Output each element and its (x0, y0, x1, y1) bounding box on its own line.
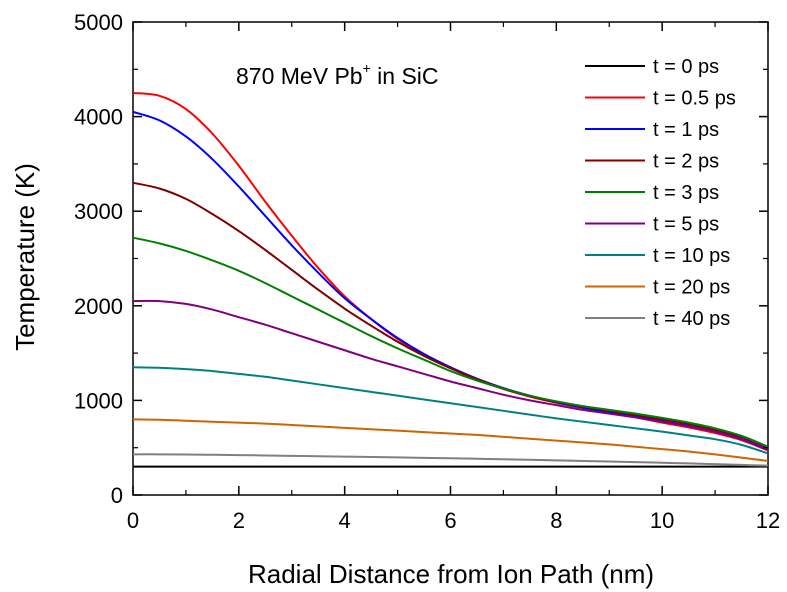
series-line-7 (132, 418, 769, 462)
series-layer (132, 91, 769, 468)
x-tick-label: 0 (127, 508, 139, 533)
annotation-superscript: + (363, 60, 371, 76)
legend-label-5: t = 5 ps (653, 214, 719, 236)
x-tick-label: 12 (756, 508, 780, 533)
y-tick-label: 2000 (74, 294, 123, 319)
y-tick-label: 0 (111, 483, 123, 508)
x-axis-label: Radial Distance from Ion Path (nm) (248, 559, 654, 589)
legend-label-6: t = 10 ps (653, 245, 730, 267)
legend-label-0: t = 0 ps (653, 56, 719, 78)
x-tick-label: 6 (444, 508, 456, 533)
series-line-5 (132, 299, 769, 451)
y-axis-label: Temperature (K) (10, 163, 40, 351)
legend: t = 0 ps t = 0.5 ps t = 1 ps t = 2 ps t = 3 … (585, 56, 736, 330)
annotation-suffix: in SiC (371, 63, 439, 89)
legend-label-7: t = 20 ps (653, 277, 730, 299)
x-tick-label: 4 (339, 508, 351, 533)
y-tick-label: 5000 (74, 10, 123, 35)
y-tick-label: 3000 (74, 199, 123, 224)
x-tick-label: 8 (550, 508, 562, 533)
series-line-6 (132, 366, 769, 455)
legend-label-3: t = 2 ps (653, 151, 719, 173)
legend-label-8: t = 40 ps (653, 308, 730, 330)
legend-label-2: t = 1 ps (653, 119, 719, 141)
y-tick-label: 1000 (74, 388, 123, 413)
series-line-4 (132, 236, 769, 448)
annotation-main: 870 MeV Pb (236, 63, 363, 89)
x-tick-label: 2 (233, 508, 245, 533)
x-tick-label: 10 (650, 508, 674, 533)
legend-label-4: t = 3 ps (653, 182, 719, 204)
chart-annotation: 870 MeV Pb+ in SiC (236, 60, 439, 89)
y-tick-label: 4000 (74, 105, 123, 130)
series-line-3 (132, 181, 769, 449)
legend-label-1: t = 0.5 ps (653, 88, 736, 110)
series-line-8 (132, 453, 769, 467)
ticks-layer: 0 2 4 6 8 10 12 0 1000 2000 3000 4000 5000 (74, 10, 780, 533)
